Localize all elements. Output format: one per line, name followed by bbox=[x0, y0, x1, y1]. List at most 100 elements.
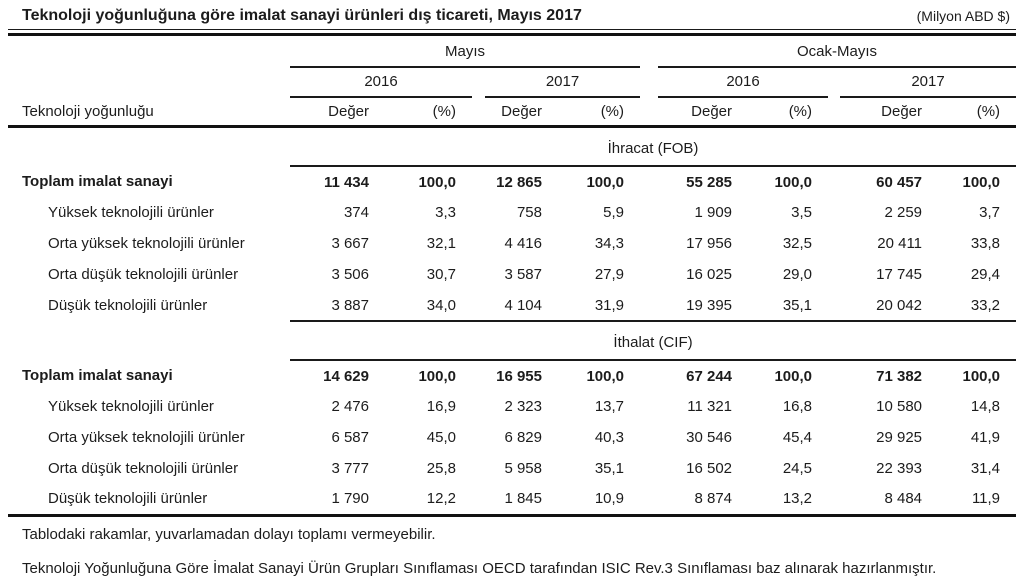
value-cell: 35,1 bbox=[558, 453, 640, 484]
section-header-row: İthalat (CIF) bbox=[8, 321, 1016, 360]
column-gap bbox=[828, 67, 840, 97]
measure-header: Değer bbox=[840, 97, 938, 127]
column-gap bbox=[828, 197, 840, 228]
column-gap bbox=[828, 97, 840, 127]
value-cell: 13,7 bbox=[558, 391, 640, 422]
column-gap bbox=[472, 228, 485, 259]
value-cell: 71 382 bbox=[840, 360, 938, 391]
value-cell: 31,9 bbox=[558, 290, 640, 321]
column-gap bbox=[472, 484, 485, 515]
value-cell: 4 416 bbox=[485, 228, 558, 259]
row-header-label: Teknoloji yoğunluğu bbox=[8, 97, 290, 127]
table-row: Orta yüksek teknolojili ürünler 6 587 45… bbox=[8, 422, 1016, 453]
value-cell: 12,2 bbox=[385, 484, 472, 515]
title-divider bbox=[8, 33, 1016, 36]
value-cell: 30 546 bbox=[658, 422, 748, 453]
value-cell: 1 845 bbox=[485, 484, 558, 515]
value-cell: 55 285 bbox=[658, 166, 748, 197]
value-cell: 60 457 bbox=[840, 166, 938, 197]
value-cell: 2 259 bbox=[840, 197, 938, 228]
measure-header: Değer bbox=[290, 97, 385, 127]
table-row: Yüksek teknolojili ürünler 374 3,3 758 5… bbox=[8, 197, 1016, 228]
footnote-classification: Teknoloji Yoğunluğuna Göre İmalat Sanayi… bbox=[22, 558, 988, 579]
value-cell: 12 865 bbox=[485, 166, 558, 197]
value-cell: 24,5 bbox=[748, 453, 828, 484]
value-cell: 8 484 bbox=[840, 484, 938, 515]
title-underline bbox=[8, 29, 1016, 30]
value-cell: 100,0 bbox=[558, 360, 640, 391]
value-cell: 100,0 bbox=[385, 360, 472, 391]
column-gap bbox=[640, 197, 658, 228]
table-row: Toplam imalat sanayi 11 434 100,0 12 865… bbox=[8, 166, 1016, 197]
value-cell: 8 874 bbox=[658, 484, 748, 515]
trade-table: Mayıs Ocak-Mayıs 2016 2017 2016 2017 Tek… bbox=[8, 38, 1016, 517]
value-cell: 16,9 bbox=[385, 391, 472, 422]
value-cell: 5,9 bbox=[558, 197, 640, 228]
value-cell: 22 393 bbox=[840, 453, 938, 484]
section-header-row: İhracat (FOB) bbox=[8, 127, 1016, 167]
row-label: Düşük teknolojili ürünler bbox=[8, 484, 290, 515]
value-cell: 374 bbox=[290, 197, 385, 228]
section-header-export: İhracat (FOB) bbox=[290, 127, 1016, 167]
value-cell: 41,9 bbox=[938, 422, 1016, 453]
column-gap bbox=[828, 259, 840, 290]
section-header-import: İthalat (CIF) bbox=[290, 321, 1016, 360]
value-cell: 6 829 bbox=[485, 422, 558, 453]
value-cell: 1 909 bbox=[658, 197, 748, 228]
value-cell: 3 587 bbox=[485, 259, 558, 290]
value-cell: 10 580 bbox=[840, 391, 938, 422]
table-row: Düşük teknolojili ürünler 3 887 34,0 4 1… bbox=[8, 290, 1016, 321]
value-cell: 29 925 bbox=[840, 422, 938, 453]
column-gap bbox=[640, 360, 658, 391]
value-cell: 1 790 bbox=[290, 484, 385, 515]
value-cell: 3 667 bbox=[290, 228, 385, 259]
measure-header: (%) bbox=[558, 97, 640, 127]
measure-row: Teknoloji yoğunluğu Değer (%) Değer (%) … bbox=[8, 97, 1016, 127]
column-gap bbox=[472, 290, 485, 321]
value-cell: 2 323 bbox=[485, 391, 558, 422]
row-label: Orta yüksek teknolojili ürünler bbox=[8, 422, 290, 453]
year-header: 2016 bbox=[658, 67, 828, 97]
value-cell: 100,0 bbox=[385, 166, 472, 197]
value-cell: 16 025 bbox=[658, 259, 748, 290]
value-cell: 16 955 bbox=[485, 360, 558, 391]
spacer-cell bbox=[8, 321, 290, 360]
table-row: Orta düşük teknolojili ürünler 3 777 25,… bbox=[8, 453, 1016, 484]
value-cell: 17 745 bbox=[840, 259, 938, 290]
row-label: Toplam imalat sanayi bbox=[8, 360, 290, 391]
value-cell: 27,9 bbox=[558, 259, 640, 290]
column-gap bbox=[640, 422, 658, 453]
spacer-cell bbox=[8, 38, 290, 67]
value-cell: 35,1 bbox=[748, 290, 828, 321]
value-cell: 3,5 bbox=[748, 197, 828, 228]
value-cell: 33,8 bbox=[938, 228, 1016, 259]
column-gap bbox=[640, 67, 658, 97]
row-label: Orta düşük teknolojili ürünler bbox=[8, 259, 290, 290]
year-header: 2017 bbox=[840, 67, 1016, 97]
column-gap bbox=[828, 484, 840, 515]
row-label: Toplam imalat sanayi bbox=[8, 166, 290, 197]
value-cell: 33,2 bbox=[938, 290, 1016, 321]
value-cell: 19 395 bbox=[658, 290, 748, 321]
table-row: Orta yüksek teknolojili ürünler 3 667 32… bbox=[8, 228, 1016, 259]
measure-header: (%) bbox=[938, 97, 1016, 127]
value-cell: 5 958 bbox=[485, 453, 558, 484]
value-cell: 45,4 bbox=[748, 422, 828, 453]
value-cell: 11 434 bbox=[290, 166, 385, 197]
column-gap bbox=[640, 453, 658, 484]
column-gap bbox=[828, 166, 840, 197]
value-cell: 20 042 bbox=[840, 290, 938, 321]
row-label: Yüksek teknolojili ürünler bbox=[8, 197, 290, 228]
column-gap bbox=[828, 422, 840, 453]
column-gap bbox=[472, 391, 485, 422]
column-gap bbox=[472, 67, 485, 97]
value-cell: 10,9 bbox=[558, 484, 640, 515]
value-cell: 31,4 bbox=[938, 453, 1016, 484]
column-gap bbox=[472, 259, 485, 290]
value-cell: 758 bbox=[485, 197, 558, 228]
value-cell: 29,0 bbox=[748, 259, 828, 290]
row-label: Düşük teknolojili ürünler bbox=[8, 290, 290, 321]
table-row: Orta düşük teknolojili ürünler 3 506 30,… bbox=[8, 259, 1016, 290]
column-gap bbox=[828, 290, 840, 321]
value-cell: 3,7 bbox=[938, 197, 1016, 228]
